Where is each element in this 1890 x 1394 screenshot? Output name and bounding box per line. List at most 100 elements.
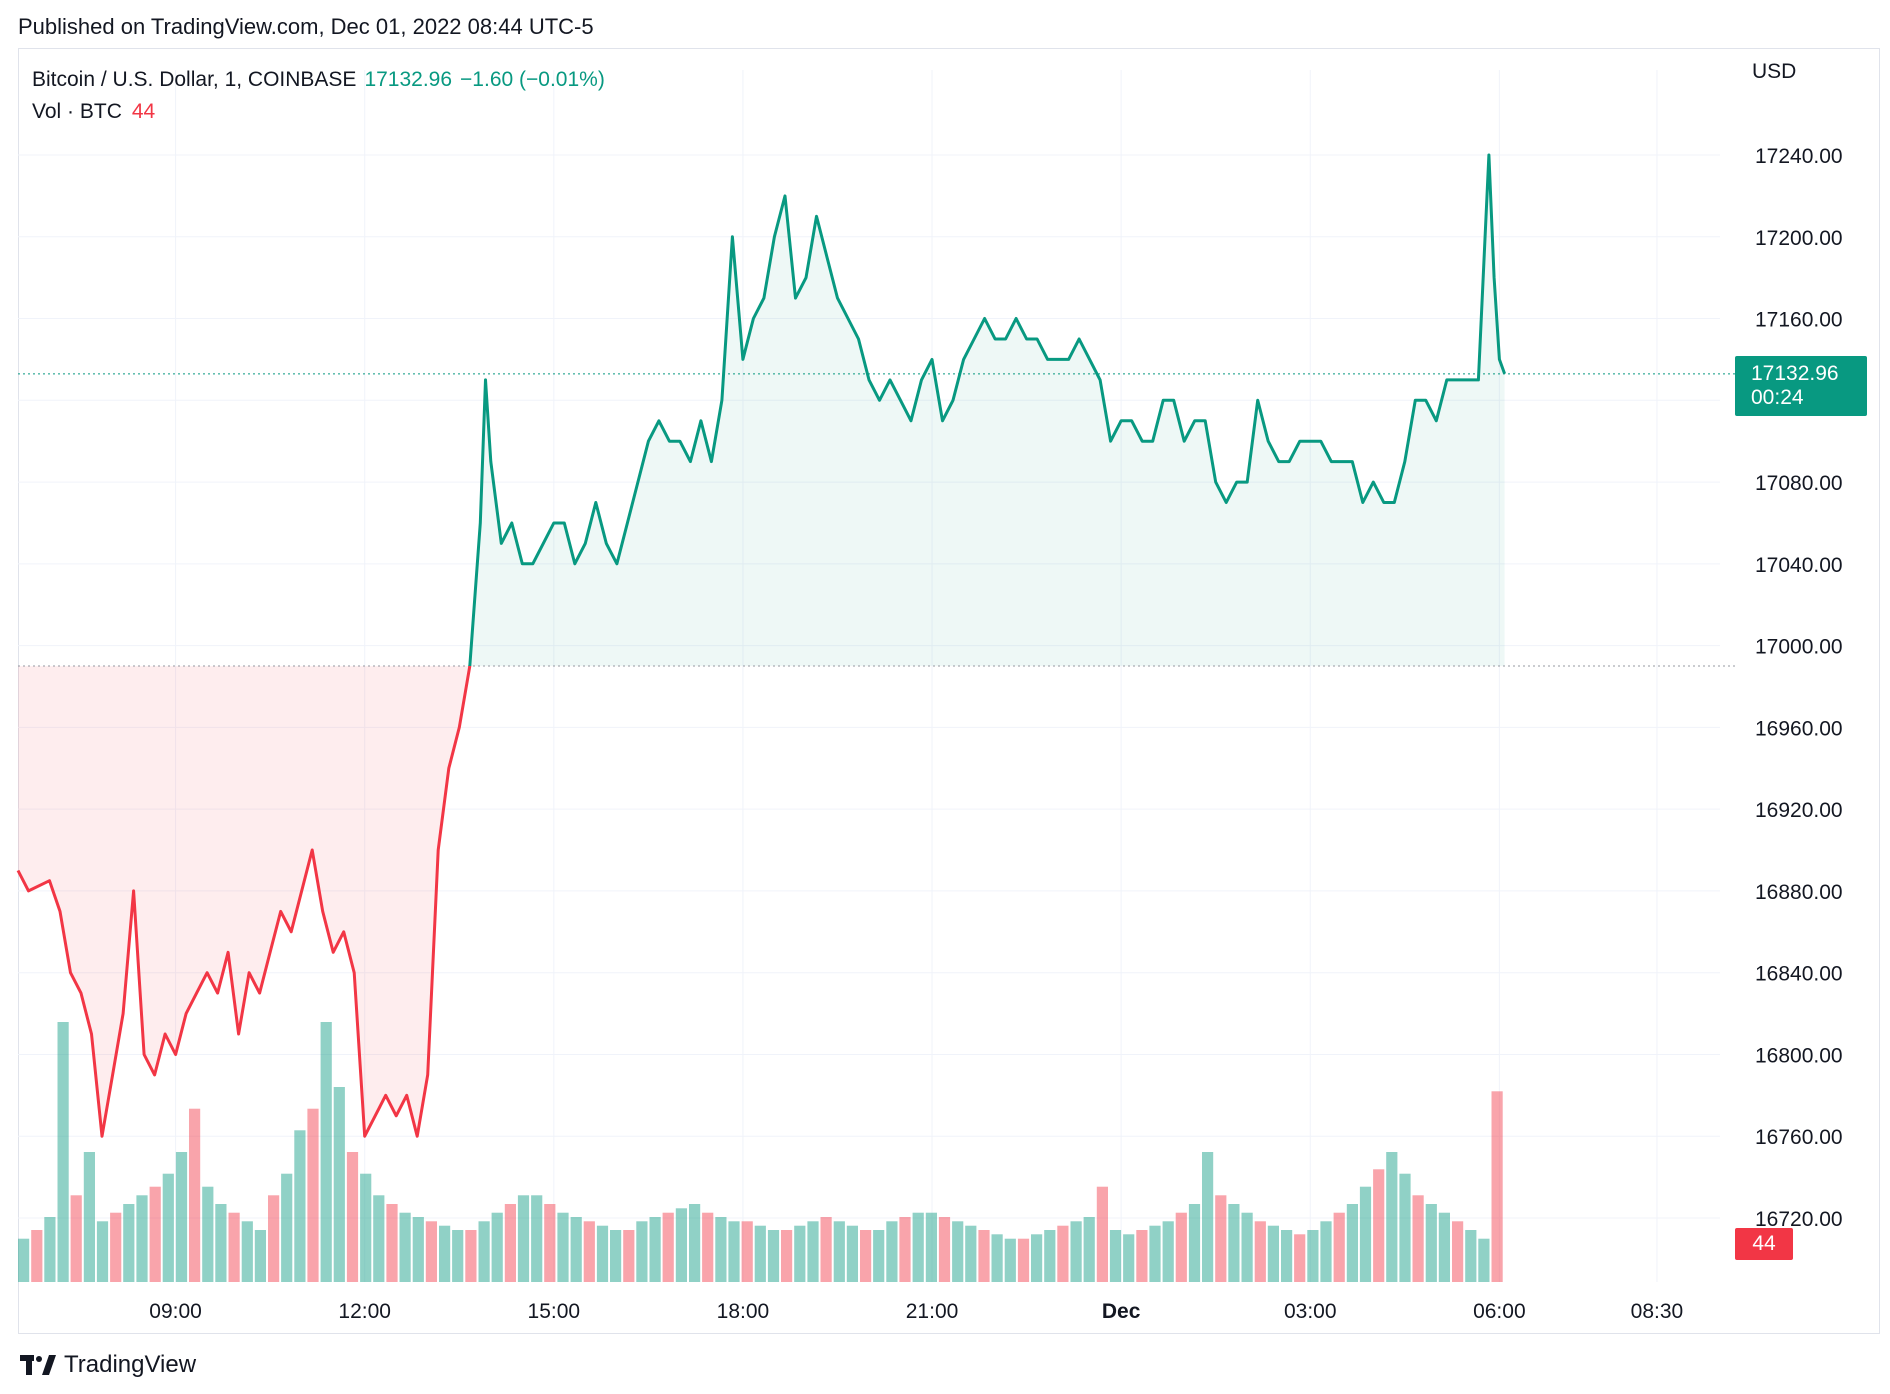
volume-bar xyxy=(1004,1238,1016,1282)
volume-bar xyxy=(1215,1195,1227,1282)
volume-bar xyxy=(386,1204,398,1282)
volume-bar xyxy=(1254,1221,1266,1282)
volume-bar xyxy=(202,1186,214,1282)
volume-bar xyxy=(1109,1230,1122,1282)
volume-bar xyxy=(649,1217,661,1282)
volume-bar xyxy=(596,1225,609,1282)
volume-bar xyxy=(517,1195,530,1282)
x-tick-label: 15:00 xyxy=(528,1300,581,1323)
volume-bar xyxy=(781,1230,793,1282)
x-tick-label: 21:00 xyxy=(906,1300,959,1323)
volume-bar xyxy=(57,1022,69,1282)
volume-bar xyxy=(1017,1238,1030,1282)
volume-bar xyxy=(886,1221,898,1282)
y-tick-label: 17000.00 xyxy=(1755,636,1843,659)
y-tick-label: 16960.00 xyxy=(1755,717,1843,740)
volume-bar xyxy=(268,1195,280,1282)
symbol-title[interactable]: Bitcoin / U.S. Dollar, 1, COINBASE xyxy=(32,68,357,91)
volume-bar xyxy=(583,1221,595,1282)
volume-bar xyxy=(110,1212,122,1282)
volume-bar xyxy=(833,1221,845,1282)
volume-bar xyxy=(662,1212,674,1282)
volume-bar xyxy=(175,1152,188,1282)
volume-bar xyxy=(70,1195,82,1282)
volume-bar xyxy=(860,1230,872,1282)
volume-bar xyxy=(281,1173,293,1282)
y-tick-label: 17240.00 xyxy=(1755,145,1843,168)
volume-bar xyxy=(1373,1169,1385,1282)
volume-bar xyxy=(1359,1186,1372,1282)
volume-bar xyxy=(570,1217,582,1282)
volume-bar xyxy=(1491,1091,1503,1282)
volume-bar xyxy=(846,1225,858,1282)
x-tick-label: 18:00 xyxy=(717,1300,770,1323)
volume-bar xyxy=(1083,1217,1095,1282)
price-line-down xyxy=(16,666,472,1138)
volume-bar xyxy=(1399,1173,1411,1282)
volume-bar xyxy=(1202,1152,1214,1282)
volume-bar xyxy=(938,1217,951,1282)
published-caption: Published on TradingView.com, Dec 01, 20… xyxy=(18,14,594,39)
volume-bar xyxy=(1096,1186,1108,1282)
volume-bar xyxy=(452,1230,464,1282)
y-tick-label: 16760.00 xyxy=(1755,1126,1843,1149)
area-down-fill xyxy=(18,666,1505,1137)
y-tick-label: 16800.00 xyxy=(1755,1044,1843,1067)
tradingview-brand[interactable]: TradingView xyxy=(20,1350,196,1380)
volume-bar xyxy=(123,1204,135,1282)
volume-bar xyxy=(1136,1230,1148,1282)
volume-bar xyxy=(820,1217,832,1282)
volume-bar xyxy=(478,1221,490,1282)
y-tick-label: 17080.00 xyxy=(1755,472,1843,495)
volume-bar xyxy=(189,1108,201,1282)
volume-bar xyxy=(465,1230,477,1282)
countdown-timer: 00:24 xyxy=(1751,386,1804,409)
volume-bar xyxy=(1044,1230,1056,1282)
volume-bar xyxy=(1162,1221,1174,1282)
volume-bar xyxy=(399,1212,411,1282)
volume-bar xyxy=(412,1217,424,1282)
volume-bar xyxy=(1241,1212,1253,1282)
volume-bar xyxy=(1346,1204,1358,1282)
volume-bar xyxy=(83,1152,95,1282)
chart-legend: Bitcoin / U.S. Dollar, 1, COINBASE 17132.… xyxy=(32,64,605,128)
area-up-fill xyxy=(469,155,1505,667)
volume-bar xyxy=(1478,1238,1490,1282)
volume-bar xyxy=(925,1212,937,1282)
volume-bar xyxy=(491,1212,503,1282)
x-tick-label: 09:00 xyxy=(149,1300,202,1323)
volume-bar xyxy=(1438,1212,1450,1282)
volume-bar xyxy=(1307,1230,1319,1282)
volume-bar xyxy=(1412,1195,1424,1282)
volume-bar xyxy=(1123,1234,1135,1282)
volume-bar xyxy=(544,1204,556,1282)
volume-bar xyxy=(610,1230,622,1282)
x-tick-label: Dec xyxy=(1102,1300,1141,1323)
chart-frame xyxy=(18,48,1880,1334)
volume-bar xyxy=(18,1238,30,1282)
volume-bar xyxy=(504,1204,516,1282)
volume-bar xyxy=(952,1221,964,1282)
volume-bar xyxy=(1228,1204,1240,1282)
volume-bar xyxy=(1070,1221,1082,1282)
x-tick-label: 03:00 xyxy=(1284,1300,1337,1323)
volume-title[interactable]: Vol · BTC xyxy=(32,100,122,123)
volume-bar xyxy=(1267,1225,1279,1282)
volume-bar xyxy=(241,1221,253,1282)
volume-bar xyxy=(767,1230,780,1282)
volume-bar xyxy=(623,1230,635,1282)
volume-bar xyxy=(96,1221,109,1282)
volume-bar xyxy=(333,1087,345,1282)
volume-bar xyxy=(373,1195,385,1282)
volume-bar xyxy=(965,1225,977,1282)
currency-label[interactable]: USD xyxy=(1752,60,1797,83)
tradingview-logo-icon xyxy=(20,1355,56,1375)
volume-bar xyxy=(44,1217,56,1282)
y-tick-label: 16840.00 xyxy=(1755,963,1843,986)
volume-bar xyxy=(794,1225,806,1282)
legend-volume-row: Vol · BTC 44 xyxy=(32,96,605,128)
volume-bar xyxy=(1294,1234,1306,1282)
volume-bar xyxy=(754,1225,766,1282)
volume-bar xyxy=(978,1230,990,1282)
